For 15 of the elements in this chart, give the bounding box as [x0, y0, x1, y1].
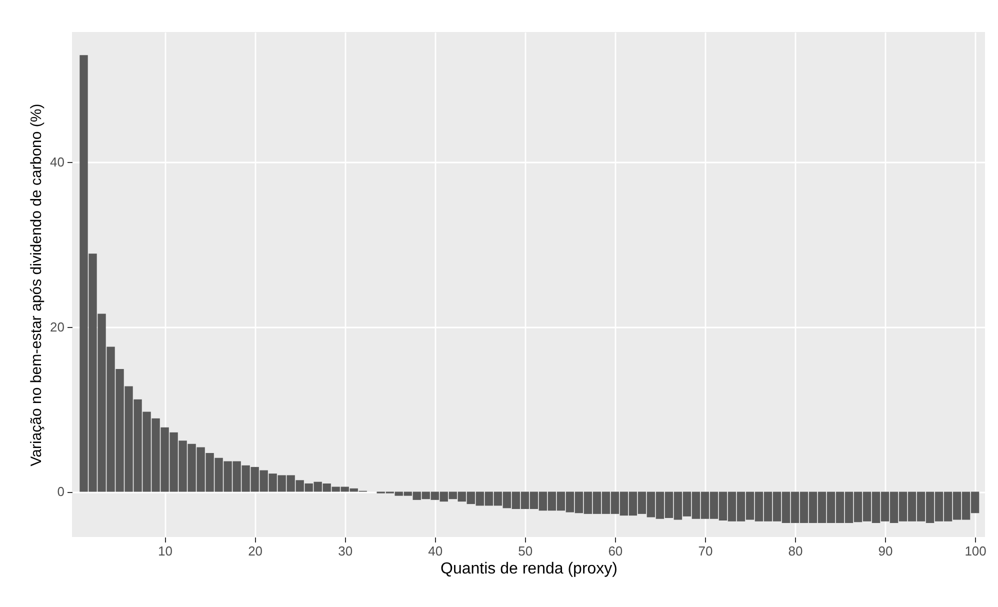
- x-tick-label: 70: [698, 544, 713, 558]
- x-tick-label: 80: [788, 544, 803, 558]
- y-tick-label: 0: [57, 484, 64, 500]
- x-tick-label: 20: [248, 544, 263, 558]
- x-tick-label: 40: [428, 544, 443, 558]
- y-tick-label: 20: [50, 319, 64, 334]
- x-axis-title: Quantis de renda (proxy): [440, 560, 618, 578]
- y-axis-title: Variação no bem-estar após dividendo de carbono (%): [28, 104, 46, 466]
- x-tick-label: 90: [878, 544, 893, 558]
- x-tick-label: 60: [608, 544, 623, 558]
- y-tick-label: 40: [50, 154, 64, 170]
- x-tick-label: 100: [964, 544, 986, 558]
- x-tick-label: 10: [158, 544, 173, 558]
- x-tick-label: 30: [338, 544, 353, 558]
- x-tick-label: 50: [518, 544, 533, 558]
